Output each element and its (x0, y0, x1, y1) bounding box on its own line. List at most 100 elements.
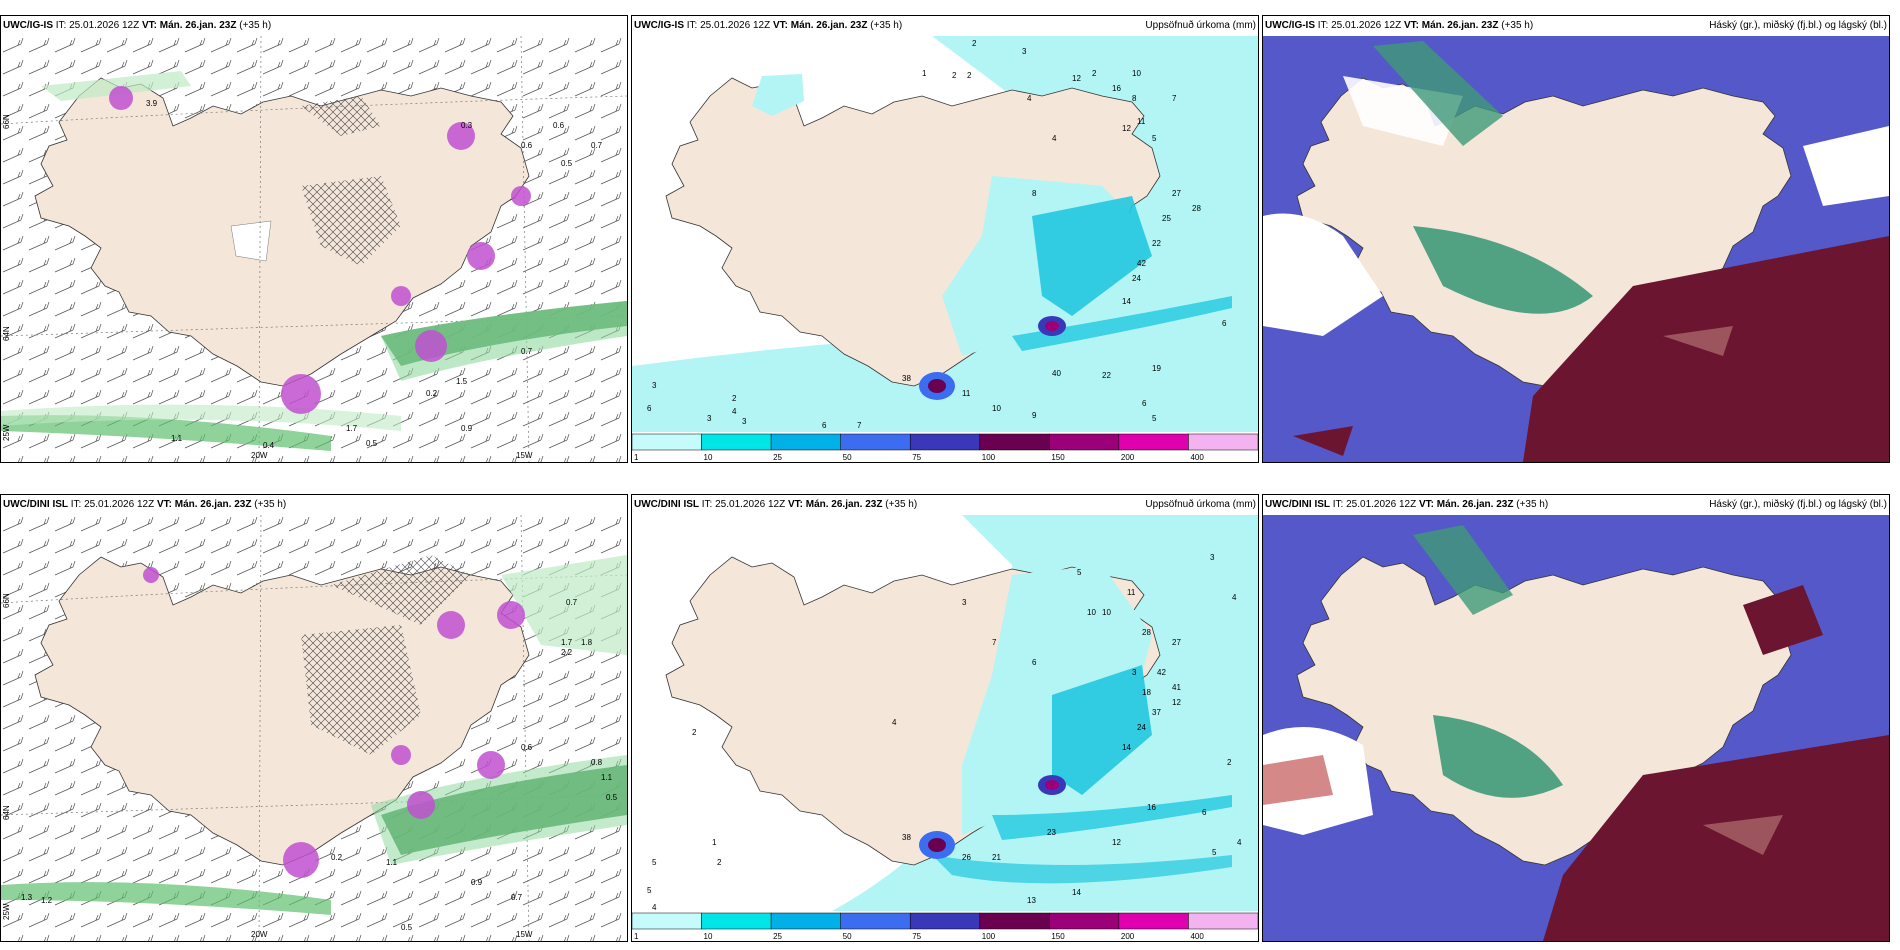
valid-time: VT: Mán. 26.jan. 23Z (156, 499, 252, 510)
wind-label: 0.7 (521, 347, 533, 356)
colorbar-tick: 1 (634, 453, 639, 462)
precip-value: 18 (1142, 688, 1151, 697)
colorbar-swatch (909, 433, 981, 451)
colorbar: 1 10 25 50 75 100 150 200 400 (632, 911, 1258, 941)
init-time: IT: 25.01.2026 12Z (1332, 499, 1417, 510)
panel-dini-clouds: UWC/DINI ISL IT: 25.01.2026 12Z VT: Mán.… (1262, 494, 1890, 942)
lat-66-label: 66N (2, 114, 11, 129)
colorbar-tick: 100 (982, 453, 996, 462)
map-clouds[interactable] (1263, 36, 1889, 462)
colorbar-swatch (632, 912, 702, 930)
precip-value: 6 (1032, 658, 1037, 667)
colorbar-swatch (770, 912, 841, 930)
map-clouds[interactable] (1263, 515, 1889, 941)
precip-value: 3 (652, 381, 657, 390)
map-precip[interactable]: 2 4 5 3 10 10 11 5 28 27 12 3 6 7 37 41 … (632, 515, 1258, 911)
panel-header: UWC/IG-IS IT: 25.01.2026 12Z VT: Mán. 26… (1, 16, 627, 36)
precip-value: 4 (892, 718, 897, 727)
colorbar-swatch (770, 433, 841, 451)
wind-label: 0.5 (401, 923, 413, 932)
precip-value: 16 (1147, 803, 1156, 812)
map-precip[interactable]: 2 3 1 2 2 4 2 12 16 7 8 10 5 11 12 4 8 2… (632, 36, 1258, 432)
precip-value: 12 (1122, 124, 1131, 133)
wind-label: 2.2 (561, 648, 573, 657)
precip-value: 23 (1047, 828, 1056, 837)
precip-value: 2 (717, 858, 722, 867)
valid-time: VT: Mán. 26.jan. 23Z (787, 499, 883, 510)
colorbar-swatch (632, 433, 702, 451)
colorbar-tick: 75 (912, 932, 921, 941)
precip-value: 24 (1137, 723, 1146, 732)
wind-label: 0.7 (511, 893, 523, 902)
panel-header: UWC/DINI ISL IT: 25.01.2026 12Z VT: Mán.… (632, 495, 1258, 515)
colorbar-tick: 25 (773, 932, 782, 941)
wind-label: 1.7 (561, 638, 573, 647)
precip-title: Uppsöfnuð úrkoma (mm) (1145, 20, 1256, 31)
precip-value: 21 (992, 853, 1001, 862)
init-time: IT: 25.01.2026 12Z (55, 20, 140, 31)
precip-value: 5 (1152, 134, 1157, 143)
panel-ig-is-clouds: UWC/IG-IS IT: 25.01.2026 12Z VT: Mán. 26… (1262, 15, 1890, 463)
precip-value: 41 (1172, 683, 1181, 692)
lead-time: (+35 h) (254, 499, 287, 510)
wind-label: 1.7 (346, 424, 358, 433)
map-wind-precip[interactable]: 3.9 0.3 0.6 0.7 0.6 0.5 0.7 1.7 1.5 0.5 … (1, 36, 627, 462)
lead-time: (+35 h) (239, 20, 272, 31)
precip-value: 6 (1142, 399, 1147, 408)
colorbar-swatch (701, 433, 772, 451)
precip-value: 7 (992, 638, 997, 647)
wind-label: 1.2 (41, 896, 53, 905)
colorbar-tick: 10 (704, 932, 713, 941)
lat-64-label: 64N (2, 805, 11, 820)
colorbar-tick: 400 (1190, 932, 1204, 941)
wind-label: 0.2 (426, 389, 438, 398)
precip-value: 6 (1202, 808, 1207, 817)
precip-value: 7 (1172, 94, 1177, 103)
init-time: IT: 25.01.2026 12Z (70, 499, 155, 510)
map-wind-precip[interactable]: 0.7 1.7 1.8 2.2 0.6 0.8 1.1 0.5 0.2 1.1 … (1, 515, 627, 941)
colorbar-tick: 200 (1121, 453, 1135, 462)
wind-label: 0.7 (591, 141, 603, 150)
colorbar-swatch (909, 912, 981, 930)
wind-label: 0.2 (331, 853, 343, 862)
precip-value: 11 (962, 389, 971, 398)
colorbar-swatch (1049, 912, 1120, 930)
lat-66-label: 66N (2, 593, 11, 608)
precip-value: 14 (1122, 743, 1131, 752)
precip-value: 37 (1152, 708, 1161, 717)
precip-value: 10 (1102, 608, 1111, 617)
wind-label: 1.1 (386, 858, 398, 867)
wind-label: 0.3 (461, 121, 473, 130)
precip-value: 40 (1052, 369, 1061, 378)
precip-value: 28 (1142, 628, 1151, 637)
wind-label: 0.5 (561, 159, 573, 168)
model-name: UWC/IG-IS (1265, 20, 1315, 31)
precip-value: 3 (1132, 668, 1137, 677)
precip-value: 8 (1032, 189, 1037, 198)
precip-value: 4 (1027, 94, 1032, 103)
wind-label: 1.8 (581, 638, 593, 647)
wind-label: 0.9 (461, 424, 473, 433)
init-time: IT: 25.01.2026 12Z (686, 20, 771, 31)
precip-value: 4 (1232, 593, 1237, 602)
panel-ig-is-precip: UWC/IG-IS IT: 25.01.2026 12Z VT: Mán. 26… (631, 15, 1259, 463)
colorbar-swatch (979, 433, 1050, 451)
wind-label: 1.3 (21, 893, 33, 902)
precip-value: 25 (1162, 214, 1171, 223)
precip-value: 27 (1172, 189, 1181, 198)
lon-15-label: 15W (516, 451, 533, 460)
precip-value: 14 (1122, 297, 1131, 306)
precip-value: 6 (647, 404, 652, 413)
precip-value: 16 (1112, 84, 1121, 93)
lon-20-label: 20W (251, 451, 268, 460)
precip-value: 12 (1072, 74, 1081, 83)
model-name: UWC/DINI ISL (3, 499, 68, 510)
precip-value: 11 (1137, 117, 1146, 126)
precip-value: 10 (1087, 608, 1096, 617)
wind-label: 3.9 (146, 99, 158, 108)
precip-value: 12 (1112, 838, 1121, 847)
precip-value: 6 (1222, 319, 1227, 328)
precip-value: 1 (922, 69, 927, 78)
valid-time: VT: Mán. 26.jan. 23Z (1418, 499, 1514, 510)
lat-64-label: 64N (2, 326, 11, 341)
